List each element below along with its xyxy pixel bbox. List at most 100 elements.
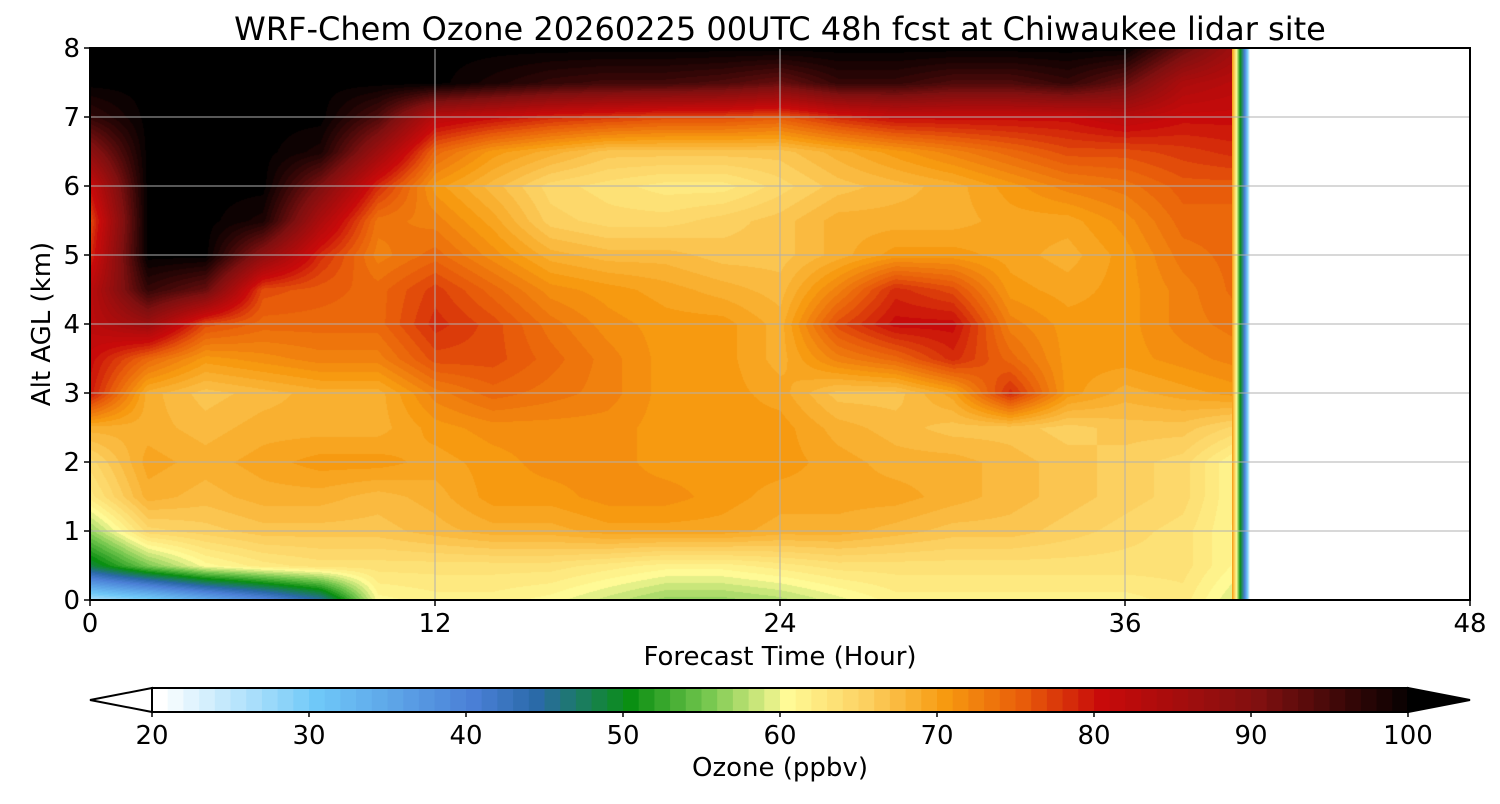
y-tick-label: 4: [63, 310, 80, 340]
colorbar-segment: [1046, 688, 1064, 712]
colorbar-segment: [1172, 688, 1189, 712]
colorbar-segment: [1015, 688, 1032, 712]
colorbar-segment: [827, 688, 844, 712]
colorbar-segment: [293, 688, 310, 712]
x-axis-label: Forecast Time (Hour): [643, 642, 916, 672]
colorbar-segment: [968, 688, 985, 712]
colorbar-segment: [748, 688, 765, 712]
colorbar-segment: [858, 688, 875, 712]
chart-title: WRF-Chem Ozone 20260225 00UTC 48h fcst a…: [234, 10, 1326, 48]
colorbar-segment: [214, 688, 232, 712]
colorbar-segment: [513, 688, 530, 712]
colorbar-tick-label: 100: [1383, 721, 1433, 751]
colorbar-segment: [1156, 688, 1174, 712]
colorbar-extend-min: [89, 686, 153, 714]
x-tick-label: 0: [82, 609, 99, 639]
colorbar-tick-label: 90: [1234, 721, 1267, 751]
x-tick-label: 24: [763, 609, 796, 639]
colorbar-segment: [1109, 688, 1126, 712]
colorbar-segment: [497, 688, 514, 712]
colorbar-segment: [905, 688, 922, 712]
colorbar-segment: [670, 688, 687, 712]
y-axis-label: Alt AGL (km): [27, 242, 57, 406]
colorbar-segment: [371, 688, 389, 712]
colorbar-segment: [1235, 688, 1252, 712]
colorbar-segment: [623, 688, 640, 712]
colorbar-segment: [591, 688, 608, 712]
colorbar-tick-label: 60: [763, 721, 796, 751]
colorbar-segment: [575, 688, 593, 712]
colorbar-segment: [1329, 688, 1346, 712]
colorbar-segment: [246, 688, 263, 712]
colorbar-extend-max: [1407, 686, 1471, 714]
colorbar-segment: [1298, 688, 1315, 712]
colorbar-tick-label: 30: [292, 721, 325, 751]
colorbar-segment: [403, 688, 420, 712]
colorbar-segment: [387, 688, 404, 712]
colorbar-segment: [654, 688, 671, 712]
colorbar-segment: [277, 688, 294, 712]
y-tick-label: 6: [63, 172, 80, 202]
colorbar-segment: [1266, 688, 1283, 712]
x-axis-ticks: 0 12 24 36 48: [82, 600, 1487, 639]
colorbar: [89, 686, 1471, 714]
colorbar-segment: [842, 688, 860, 712]
colorbar-segment: [434, 688, 451, 712]
colorbar-segment: [1251, 688, 1268, 712]
colorbar-label: Ozone (ppbv): [692, 753, 868, 783]
y-tick-label: 2: [63, 448, 80, 478]
colorbar-segment: [795, 688, 812, 712]
colorbar-segment: [937, 688, 954, 712]
colorbar-segment: [466, 688, 483, 712]
colorbar-segment: [450, 688, 467, 712]
colorbar-segment: [183, 688, 200, 712]
colorbar-segment: [199, 688, 216, 712]
colorbar-segment: [1376, 688, 1393, 712]
colorbar-segment: [1188, 688, 1205, 712]
colorbar-segment: [1203, 688, 1221, 712]
colorbar-segment: [874, 688, 891, 712]
colorbar-segment: [1345, 688, 1362, 712]
colorbar-segment: [309, 688, 326, 712]
colorbar-segment: [1392, 688, 1409, 712]
y-tick-label: 1: [63, 517, 80, 547]
colorbar-tick-label: 50: [606, 721, 639, 751]
colorbar-segment: [764, 688, 781, 712]
colorbar-segment: [324, 688, 341, 712]
colorbar-segment: [717, 688, 734, 712]
y-tick-label: 7: [63, 103, 80, 133]
colorbar-segment: [261, 688, 279, 712]
colorbar-segment: [607, 688, 624, 712]
colorbar-segment: [340, 688, 357, 712]
plot-area: [89, 47, 1471, 601]
colorbar-segment: [1094, 688, 1111, 712]
colorbar-tick-label: 40: [449, 721, 482, 751]
colorbar-segment: [1360, 688, 1378, 712]
colorbar-segment: [921, 688, 938, 712]
x-tick-label: 48: [1453, 609, 1486, 639]
colorbar-segment: [701, 688, 718, 712]
y-tick-label: 0: [63, 586, 80, 616]
colorbar-segment: [560, 688, 577, 712]
colorbar-segment: [732, 688, 750, 712]
y-tick-label: 5: [63, 241, 80, 271]
colorbar-segment: [481, 688, 498, 712]
x-tick-label: 12: [418, 609, 451, 639]
colorbar-segment: [952, 688, 969, 712]
colorbar-segment: [1125, 688, 1142, 712]
colorbar-segment: [1062, 688, 1079, 712]
colorbar-segment: [1219, 688, 1236, 712]
colorbar-segment: [638, 688, 655, 712]
colorbar-segment: [999, 688, 1017, 712]
colorbar-segment: [1313, 688, 1331, 712]
colorbar-segment: [1078, 688, 1095, 712]
colorbar-segment: [685, 688, 703, 712]
colorbar-segment: [1282, 688, 1299, 712]
colorbar-segment: [230, 688, 247, 712]
colorbar-segment: [984, 688, 1001, 712]
colorbar-tick-label: 20: [135, 721, 168, 751]
colorbar-segment: [167, 688, 184, 712]
colorbar-segment: [544, 688, 561, 712]
colorbar-segment: [811, 688, 828, 712]
